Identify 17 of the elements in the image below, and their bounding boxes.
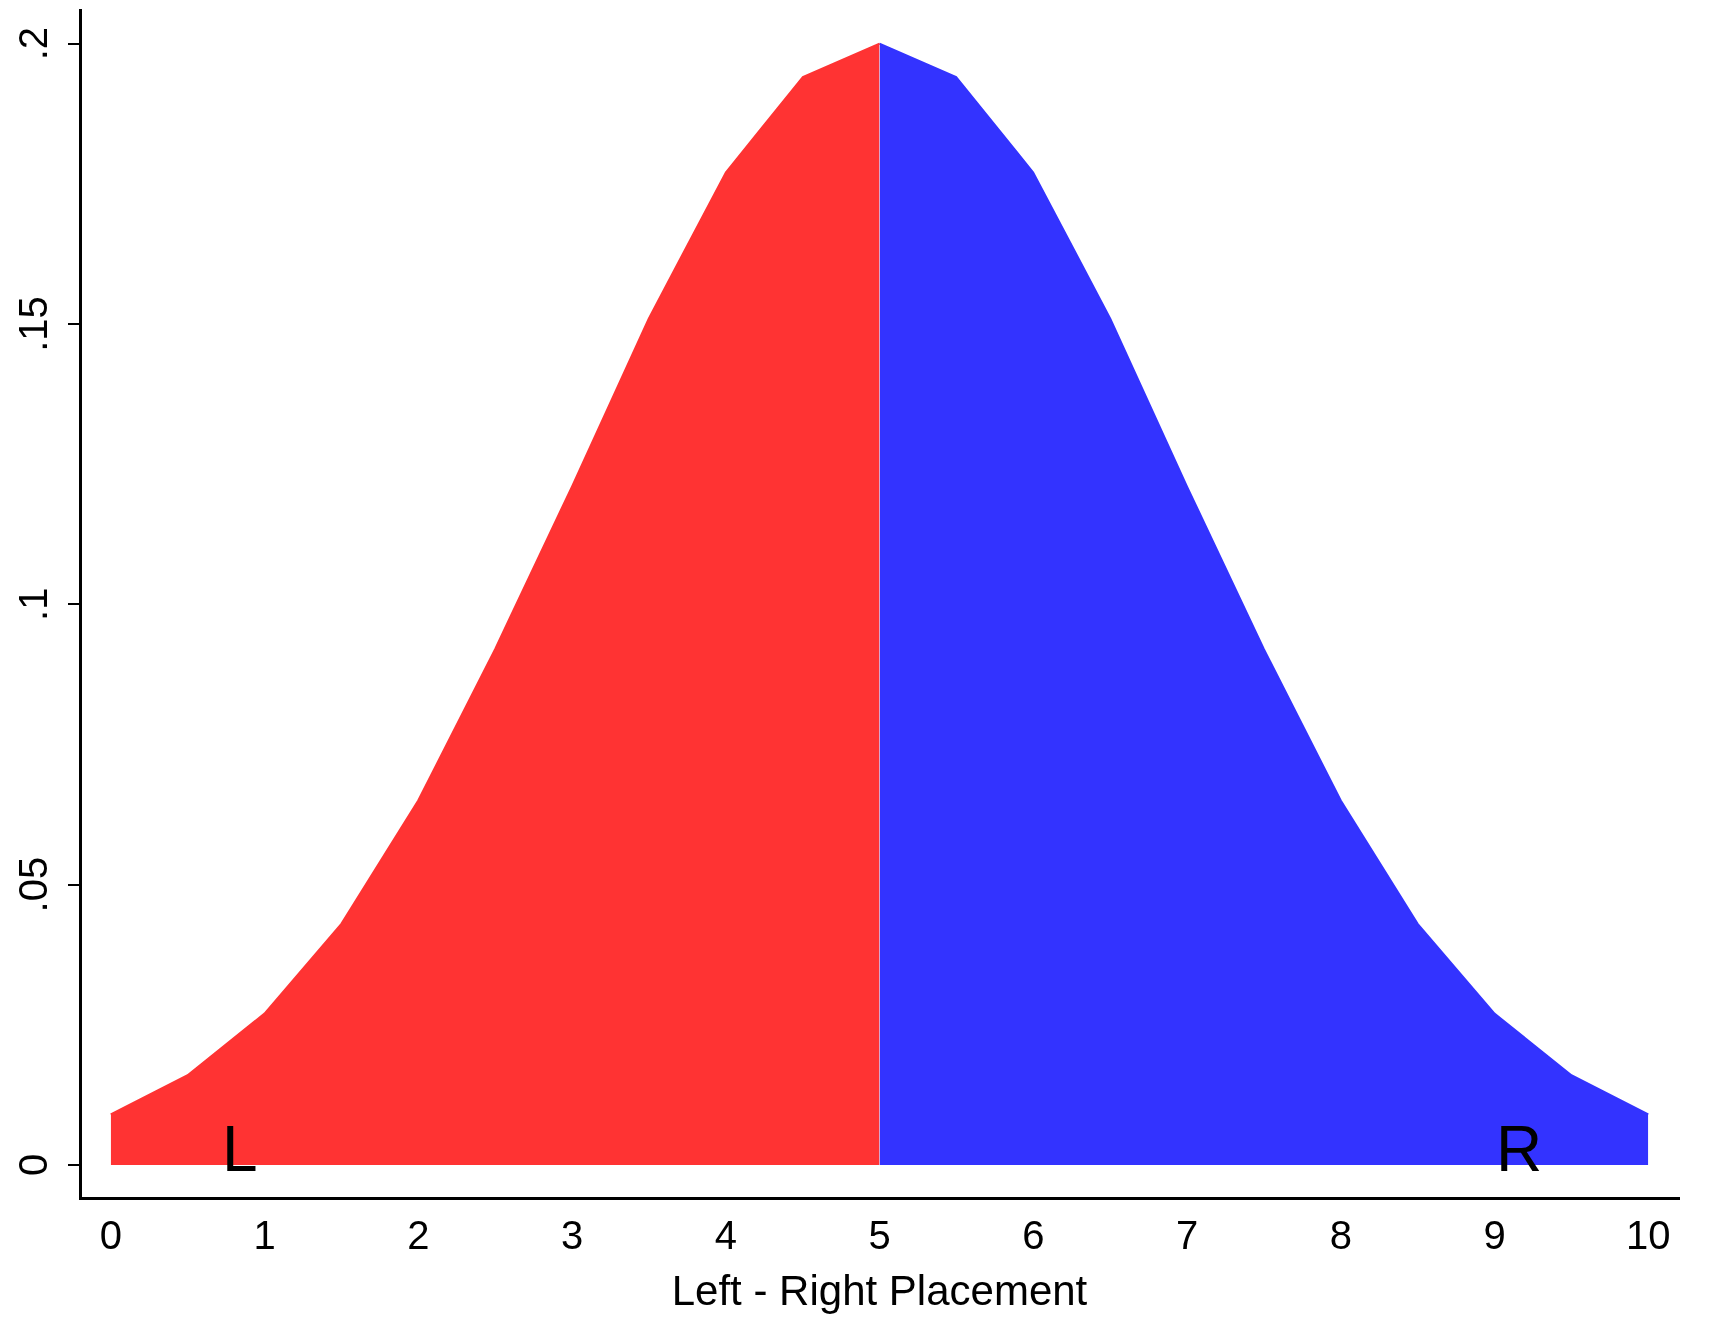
x-tick-label: 7 — [1175, 1212, 1199, 1257]
x-tick-label: 9 — [1483, 1212, 1506, 1257]
y-tick-label: .05 — [11, 856, 56, 913]
x-tick-label: 2 — [407, 1212, 430, 1257]
y-tick-label: .1 — [11, 587, 56, 621]
x-tick-label: 8 — [1329, 1212, 1352, 1257]
x-tick-label: 10 — [1626, 1212, 1671, 1257]
x-tick-label: 0 — [99, 1212, 122, 1257]
x-tick-label: 6 — [1022, 1212, 1045, 1257]
y-tick-label: .2 — [11, 26, 56, 61]
y-tick-label: 0 — [11, 1153, 56, 1177]
x-axis-title: Left - Right Placement — [671, 1267, 1088, 1315]
x-tick-label: 3 — [560, 1212, 584, 1257]
x-tick-label: 4 — [714, 1212, 737, 1257]
x-tick-label: 5 — [868, 1212, 891, 1257]
y-tick-label: .15 — [11, 296, 56, 352]
x-tick-label: 1 — [253, 1212, 276, 1257]
